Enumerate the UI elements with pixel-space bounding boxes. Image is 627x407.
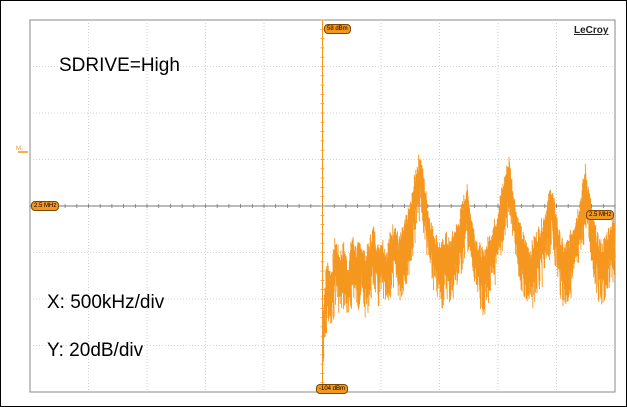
trace-point	[449, 260, 451, 262]
trace-point	[593, 239, 595, 241]
trace-noise-series-0	[322, 154, 616, 362]
trace-point	[483, 272, 485, 274]
trace-point	[601, 262, 603, 264]
trace-point	[499, 212, 502, 214]
trace-point	[394, 239, 396, 241]
trace-point	[546, 221, 548, 223]
trace-point	[559, 253, 561, 255]
trace-point	[402, 246, 404, 248]
trace-point	[415, 187, 417, 189]
trace-point	[508, 175, 510, 177]
trace-point	[423, 198, 425, 200]
trace-point	[614, 233, 616, 235]
trace-point	[389, 251, 391, 253]
trace-point	[321, 331, 324, 333]
trace-point	[572, 244, 574, 246]
y-scale-label: Y: 20dB/div	[47, 340, 144, 361]
x-scale-label: X: 500kHz/div	[47, 292, 165, 313]
trace-point	[364, 274, 366, 276]
trace-point	[580, 212, 582, 214]
trace-point	[368, 260, 370, 262]
trace-point	[538, 246, 540, 248]
trace-point	[343, 262, 345, 264]
trace-layer	[321, 154, 616, 362]
trace-point	[457, 239, 459, 241]
trace-point	[491, 246, 493, 248]
trace-point	[567, 258, 570, 260]
trace-point	[533, 255, 536, 258]
trace-point	[529, 267, 531, 269]
trace-point	[432, 246, 434, 248]
trace-point	[466, 203, 468, 205]
trace-point	[563, 265, 565, 267]
trace-point	[436, 255, 438, 258]
brand-logo: LeCroy	[574, 25, 609, 36]
trace-point	[610, 242, 612, 244]
trace-point	[355, 267, 357, 269]
trace-point	[605, 251, 608, 253]
right-frequency-tag: 2.5 MHz	[586, 210, 615, 220]
trace-point	[385, 269, 387, 271]
trace-point	[512, 207, 514, 209]
trace-point	[440, 265, 442, 267]
trace-point	[444, 251, 446, 253]
trace-point	[360, 258, 362, 260]
trace-point	[495, 235, 497, 237]
trace-point	[461, 221, 463, 223]
trace-point	[334, 255, 336, 258]
trace-point	[410, 216, 413, 219]
trace-point	[381, 255, 383, 258]
trace-point	[504, 193, 506, 196]
trace-point	[521, 249, 523, 251]
trace-point	[550, 203, 553, 205]
trace-point	[372, 244, 374, 246]
trace-point	[478, 262, 480, 264]
trace-point	[584, 184, 586, 186]
trace-point	[398, 258, 400, 260]
trace-point	[516, 235, 519, 237]
bottom-level-tag: -104 dBm	[316, 384, 349, 394]
trace-point	[555, 228, 557, 230]
trace-point	[576, 230, 578, 232]
trace-point	[427, 228, 430, 230]
top-level-tag: 58 dBm	[324, 24, 351, 34]
trace-point	[377, 265, 379, 267]
trace-point	[470, 230, 472, 232]
trace-point	[525, 260, 527, 262]
trace-point	[487, 258, 489, 260]
channel-marker: M₁	[16, 146, 24, 152]
trace-line-series-0	[321, 171, 616, 333]
trace-point	[326, 278, 328, 281]
trace-point	[351, 253, 353, 255]
trace-point	[542, 237, 544, 239]
chart-title: SDRIVE=High	[59, 55, 180, 76]
trace-point	[406, 233, 408, 235]
trace-point	[597, 255, 599, 258]
trace-point	[347, 283, 349, 285]
left-frequency-tag: 2.5 MHz	[31, 201, 60, 211]
trace-point	[453, 249, 455, 251]
trace-point	[330, 290, 332, 292]
trace-point	[419, 171, 421, 173]
trace-point	[338, 272, 341, 274]
trace-point	[474, 253, 476, 255]
